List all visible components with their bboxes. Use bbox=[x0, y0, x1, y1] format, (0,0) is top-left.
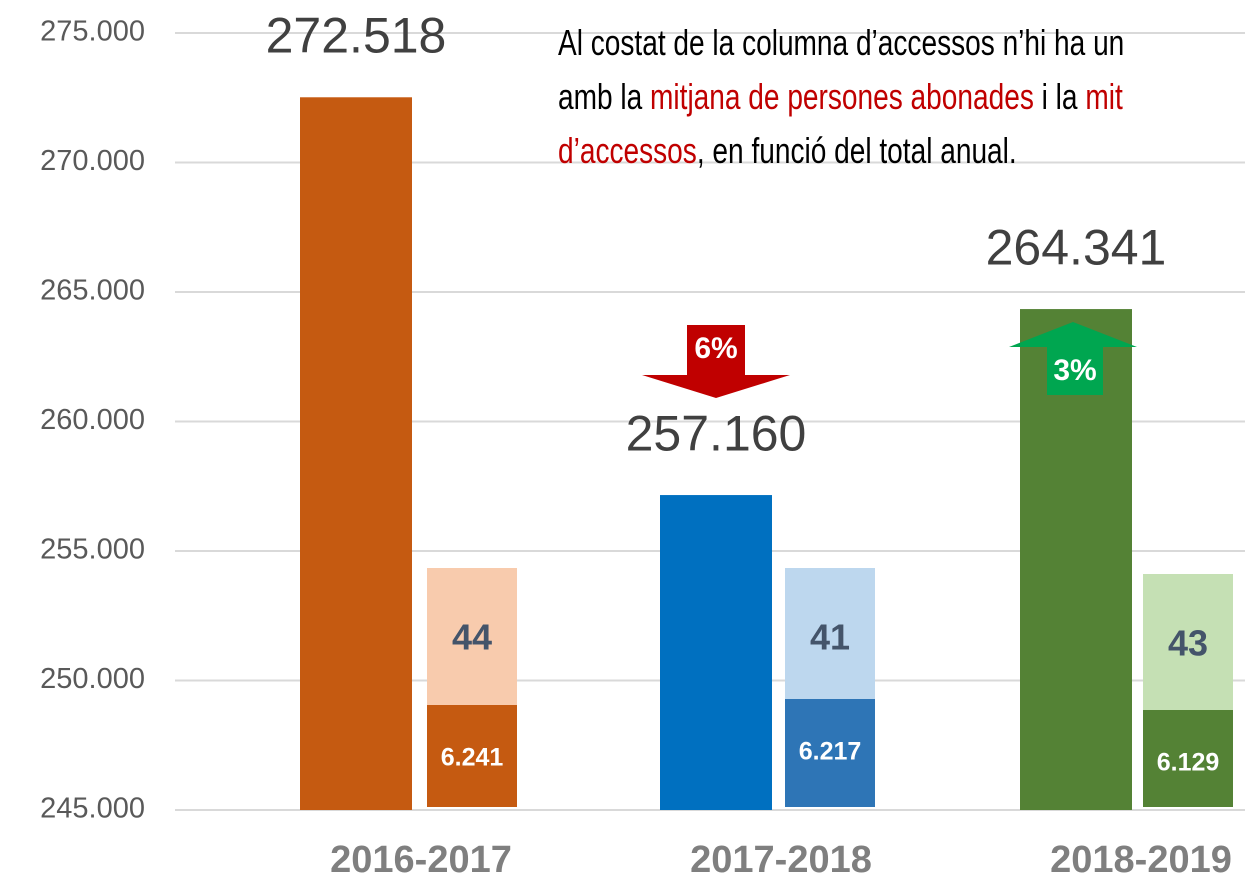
side-box-bottom bbox=[785, 699, 875, 807]
value-label: 264.341 bbox=[986, 219, 1167, 275]
annotation-text: amb la bbox=[558, 76, 650, 116]
side-top-label: 41 bbox=[810, 617, 850, 658]
x-tick-label: 2016-2017 bbox=[330, 839, 512, 879]
side-box-bottom bbox=[1143, 710, 1233, 807]
side-top-label: 44 bbox=[452, 617, 492, 658]
x-tick-label: 2018-2019 bbox=[1050, 839, 1232, 879]
annotation-line: Al costat de la columna d’accessos n’hi … bbox=[558, 22, 1124, 62]
side-box-top bbox=[427, 568, 517, 705]
value-label: 272.518 bbox=[266, 7, 447, 63]
annotation-text: Al costat de la columna d’accessos n’hi … bbox=[558, 22, 1124, 62]
annotation-text: i la bbox=[1034, 76, 1085, 116]
annotation-line: amb la mitjana de persones abonades i la… bbox=[558, 76, 1123, 116]
y-tick-label: 260.000 bbox=[40, 404, 145, 436]
bar bbox=[300, 97, 412, 810]
change-arrow bbox=[642, 325, 790, 398]
x-tick-label: 2017-2018 bbox=[690, 839, 872, 879]
side-bottom-label: 6.217 bbox=[799, 738, 862, 766]
y-tick-label: 255.000 bbox=[40, 534, 145, 566]
bar bbox=[660, 495, 772, 810]
side-bottom-label: 6.129 bbox=[1157, 749, 1220, 777]
side-box-top bbox=[1143, 574, 1233, 710]
annotation-text: , en funció del total anual. bbox=[697, 130, 1017, 170]
annotation-highlight: d’accessos bbox=[558, 130, 697, 170]
y-tick-label: 270.000 bbox=[40, 145, 145, 177]
side-box-bottom bbox=[427, 705, 517, 807]
annotation-line: d’accessos, en funció del total anual. bbox=[558, 130, 1017, 170]
y-tick-label: 275.000 bbox=[40, 16, 145, 48]
side-top-label: 43 bbox=[1168, 623, 1208, 664]
annotation-highlight: mit bbox=[1085, 76, 1122, 116]
change-label: 3% bbox=[1053, 354, 1096, 387]
y-tick-label: 245.000 bbox=[40, 793, 145, 825]
side-bottom-label: 6.241 bbox=[441, 744, 504, 772]
value-label: 257.160 bbox=[626, 405, 807, 461]
y-tick-label: 250.000 bbox=[40, 663, 145, 695]
change-label: 6% bbox=[694, 332, 737, 365]
change-arrow bbox=[1009, 322, 1137, 395]
y-tick-label: 265.000 bbox=[40, 275, 145, 307]
annotation-highlight: mitjana de persones abonades bbox=[650, 76, 1034, 116]
annotation: Al costat de la columna d’accessos n’hi … bbox=[558, 22, 1124, 170]
side-box-top bbox=[785, 568, 875, 699]
